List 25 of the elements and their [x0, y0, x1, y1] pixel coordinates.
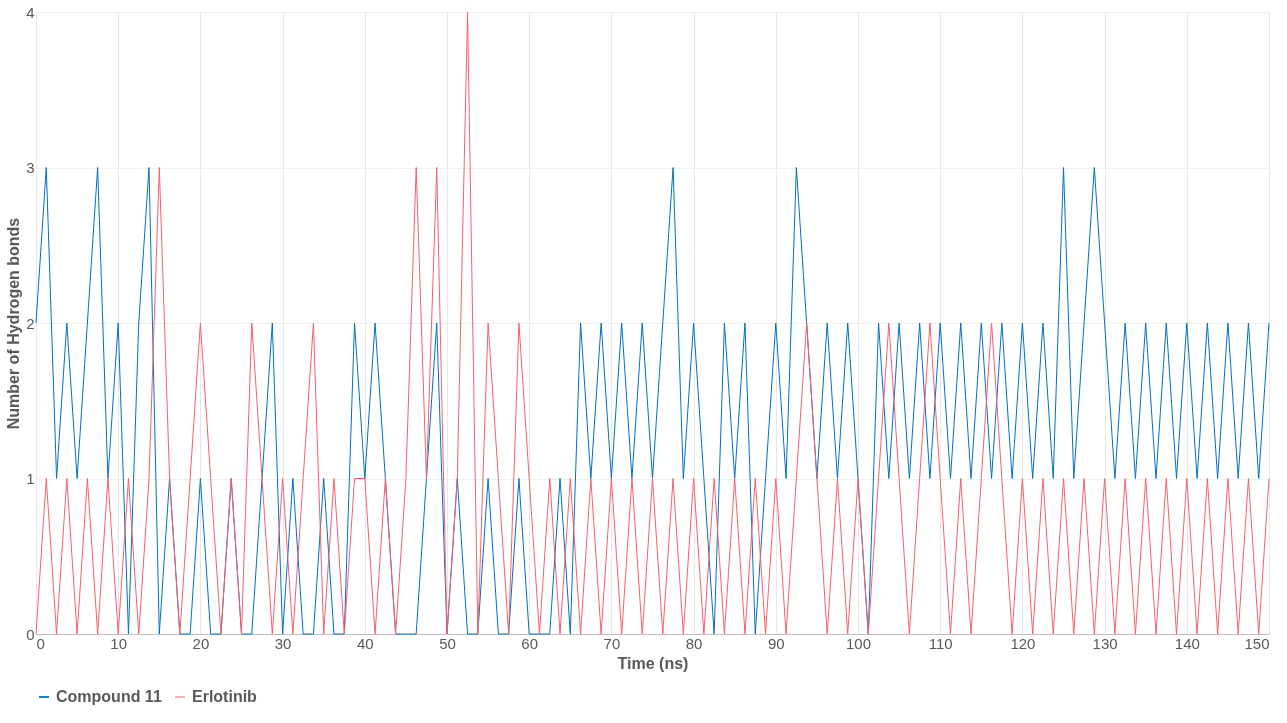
x-tick-label: 30 [274, 634, 292, 652]
x-tick-label: 50 [439, 634, 456, 652]
y-tick-label: 4 [26, 3, 35, 21]
line-series [35, 167, 1270, 635]
x-tick-label: 10 [110, 634, 128, 652]
y-tick-label: 2 [26, 314, 35, 332]
x-tick-label: 40 [356, 634, 374, 652]
x-tick-label: 110 [928, 634, 953, 652]
y-tick-label: 1 [26, 470, 35, 487]
x-tick-label: 70 [603, 634, 621, 652]
x-tick-label: 140 [1174, 634, 1200, 652]
x-tick-label: 100 [845, 634, 872, 652]
x-tick-label: 80 [685, 634, 703, 652]
x-axis-title: Time (ns) [617, 654, 689, 672]
legend-label: Compound 11 [56, 688, 162, 705]
legend-label: Erlotinib [192, 688, 258, 705]
x-tick-label: 90 [767, 634, 785, 652]
x-tick-label: 130 [1092, 634, 1118, 652]
line-series [35, 11, 1270, 635]
y-tick-label: 3 [26, 159, 35, 176]
x-tick-label: 150 [1244, 634, 1270, 652]
y-axis-title: Number of Hydrogen bonds [5, 217, 23, 430]
x-tick-label: 20 [192, 634, 210, 652]
x-tick-label: 120 [1010, 634, 1036, 652]
x-tick-label: 60 [521, 634, 539, 652]
